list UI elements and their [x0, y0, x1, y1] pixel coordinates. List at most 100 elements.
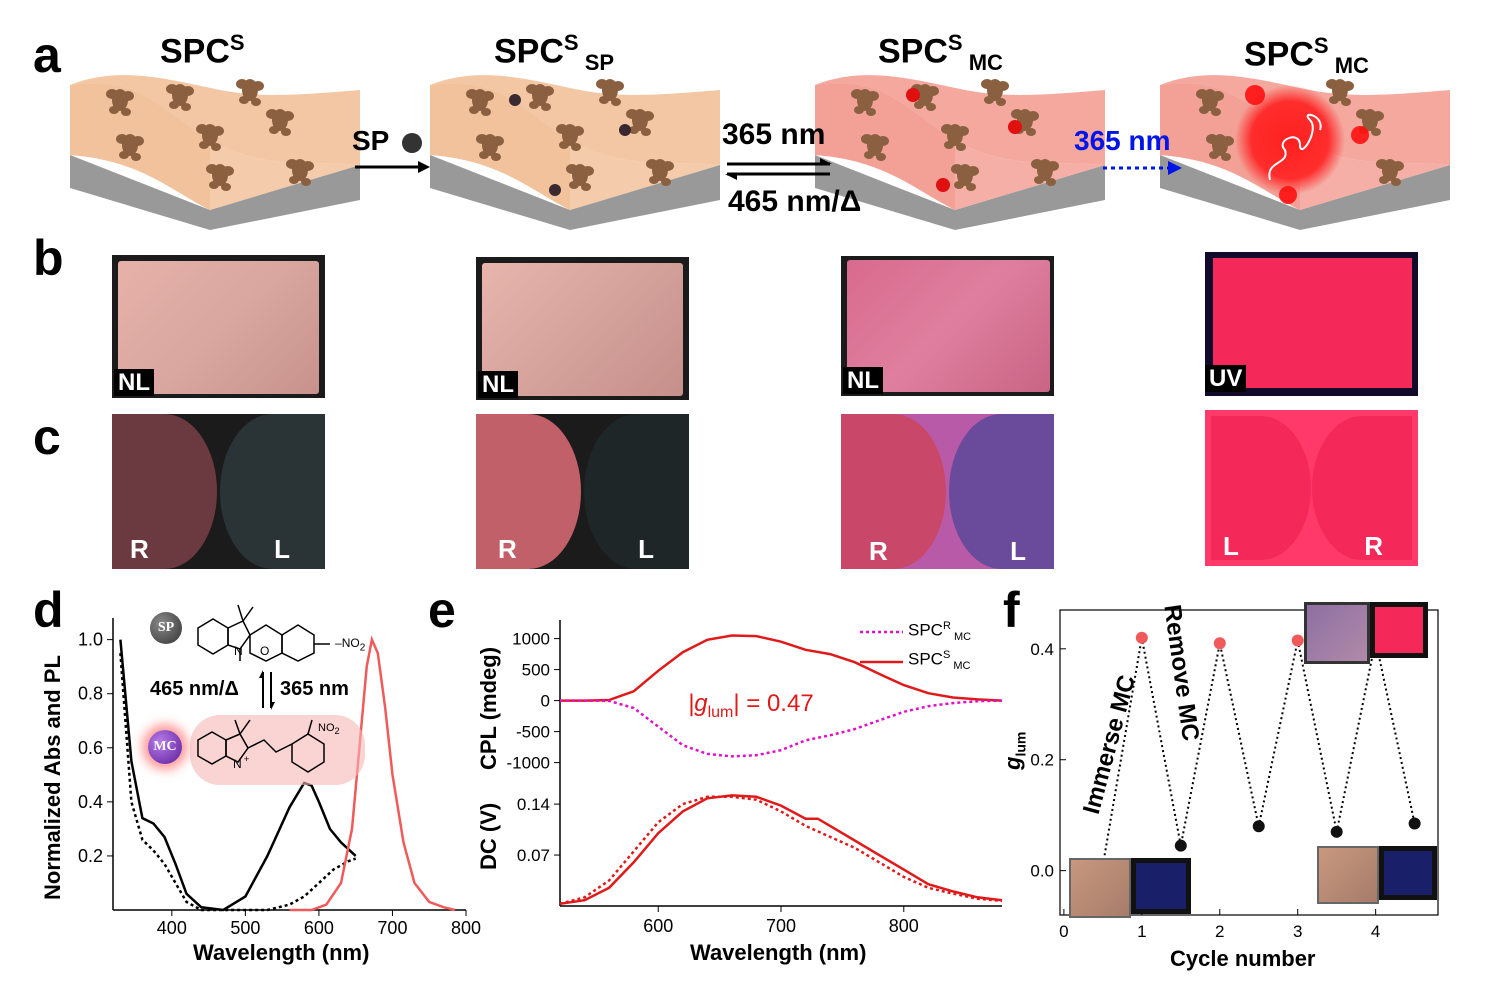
tag-uv: UV	[1205, 364, 1247, 392]
d-y-tick-label: 0.6	[78, 738, 103, 758]
d-series-0	[119, 639, 357, 912]
title-spcs-mc: SPCS MC	[878, 30, 1003, 76]
tag-r-2: R	[498, 534, 517, 564]
f-y-tick-label: 0.2	[1030, 751, 1054, 770]
f-inset-photo-1	[1304, 602, 1370, 664]
tag-r-3: R	[869, 536, 888, 566]
f-frame	[1059, 609, 1439, 916]
e-xlabel: Wavelength (nm)	[690, 940, 867, 965]
e-cpl-series-1	[560, 699, 1003, 758]
sp-badge: SP	[150, 612, 182, 644]
e-legend-item-s: SPCS MC	[908, 649, 971, 673]
f-point	[1408, 817, 1421, 830]
e-dc-series-0	[559, 794, 1003, 906]
f-inset-photo-5	[1317, 846, 1379, 904]
panel-label-a: a	[33, 27, 61, 83]
photo-c2: R L	[476, 414, 689, 569]
d-series-1	[119, 653, 357, 912]
f-xlabel: Cycle number	[1170, 946, 1316, 971]
mc-structure: N +	[190, 715, 365, 785]
e-cpl-tick-label: -500	[516, 723, 550, 742]
f-x-tick-label: 3	[1293, 922, 1302, 941]
e-dc-series-1	[559, 795, 1003, 906]
f-y-tick-label: 0.0	[1030, 862, 1054, 881]
arrow2-bottom-label: 465 nm/Δ	[728, 185, 862, 218]
d-y-tick-label: 0.8	[78, 684, 103, 704]
tag-r-1: R	[130, 534, 149, 564]
f-y-tick-label: 0.4	[1030, 640, 1054, 659]
f-point	[1135, 631, 1148, 644]
d-x-tick-label: 600	[304, 918, 334, 938]
svg-text:N: N	[233, 757, 242, 771]
e-cpl-tick-label: -1000	[507, 754, 550, 773]
d-y-tick-label: 0.2	[78, 846, 103, 866]
panel-label-d: d	[33, 582, 64, 638]
f-inset-photo-4	[1131, 858, 1191, 914]
d-x-tick-label: 400	[157, 918, 187, 938]
photo-b3: NL	[841, 256, 1054, 396]
d-arrow-left-label: 465 nm/Δ	[150, 678, 239, 700]
e-cpl-series-0	[560, 634, 1003, 702]
panel-label-c: c	[33, 409, 61, 465]
e-annotation: |glum| = 0.47	[688, 690, 814, 721]
photo-b4: UV	[1205, 252, 1418, 396]
f-point	[1252, 820, 1265, 833]
photo-c3: R L	[841, 414, 1054, 569]
arrow3-label: 365 nm	[1074, 125, 1171, 156]
photo-c4: L R	[1205, 410, 1418, 566]
e-dc-tick-label: 0.14	[517, 795, 550, 814]
photo-c1: R L	[112, 414, 325, 569]
tag-nl-1: NL	[114, 368, 154, 396]
sp-no2: –NO2	[335, 636, 366, 654]
panel-e-chart: 1000 500 0 -500 -1000 0.14 0.07 600 700 800	[507, 620, 1003, 936]
e-ylabel-dc: DC (V)	[476, 802, 501, 870]
svg-text:O: O	[260, 644, 269, 658]
sp-ball-icon	[402, 133, 422, 153]
e-x-tick-label: 700	[766, 916, 796, 936]
tag-nl-2: NL	[478, 370, 518, 398]
e-cpl-tick-label: 1000	[512, 630, 550, 649]
f-point	[1291, 634, 1304, 647]
tag-l-1: L	[274, 534, 290, 564]
title-spcs-sp: SPCS SP	[494, 30, 615, 76]
f-inset-photo-3	[1069, 858, 1131, 918]
f-point	[1174, 839, 1187, 852]
d-y-tick-label: 1.0	[78, 630, 103, 650]
d-y-tick-label: 0.4	[78, 792, 103, 812]
f-point	[1330, 825, 1343, 838]
tag-l-4: L	[1223, 531, 1239, 561]
tag-l-3: L	[1010, 536, 1026, 566]
panel-label-e: e	[428, 582, 456, 638]
tag-nl-3: NL	[843, 366, 883, 394]
panel-f-chart: 0 1 2 3 4 0.0 0.2 0.4	[1030, 609, 1439, 941]
photo-b1: NL	[112, 255, 325, 398]
panel-d-chart: 400 500 600 700 800 0.2 0.4 0.6 0.8 1.0	[78, 618, 481, 938]
d-series-2	[289, 635, 456, 912]
title-spcs: SPCS	[160, 30, 245, 71]
f-x-tick-label: 1	[1137, 922, 1146, 941]
f-x-tick-label: 4	[1371, 922, 1380, 941]
d-ylabel: Normalized Abs and PL	[40, 655, 65, 900]
e-cpl-tick-label: 0	[541, 692, 550, 711]
mc-no2: NO2	[318, 722, 340, 737]
photo-b2: NL	[476, 257, 689, 400]
svg-text:+: +	[244, 754, 249, 764]
tag-r-4: R	[1364, 531, 1383, 561]
f-inset-photo-2	[1370, 602, 1428, 658]
mc-badge: MC	[148, 730, 182, 764]
svg-text:N: N	[234, 644, 243, 658]
e-x-tick-label: 600	[643, 916, 673, 936]
f-point	[1213, 637, 1226, 650]
e-x-tick-label: 800	[889, 916, 919, 936]
arrow1-label: SP	[352, 125, 390, 156]
d-xlabel: Wavelength (nm)	[193, 940, 370, 965]
f-inset-photo-6	[1379, 846, 1437, 900]
d-x-tick-label: 700	[377, 918, 407, 938]
d-x-tick-label: 800	[451, 918, 481, 938]
panel-label-f: f	[1003, 582, 1020, 638]
e-ylabel-cpl: CPL (mdeg)	[476, 646, 501, 770]
arrow2-top-label: 365 nm	[722, 118, 826, 151]
title-spcs-mc-uv: SPCS MC	[1244, 33, 1369, 79]
f-ylabel: glum	[1000, 731, 1029, 770]
e-dc-tick-label: 0.07	[517, 846, 550, 865]
